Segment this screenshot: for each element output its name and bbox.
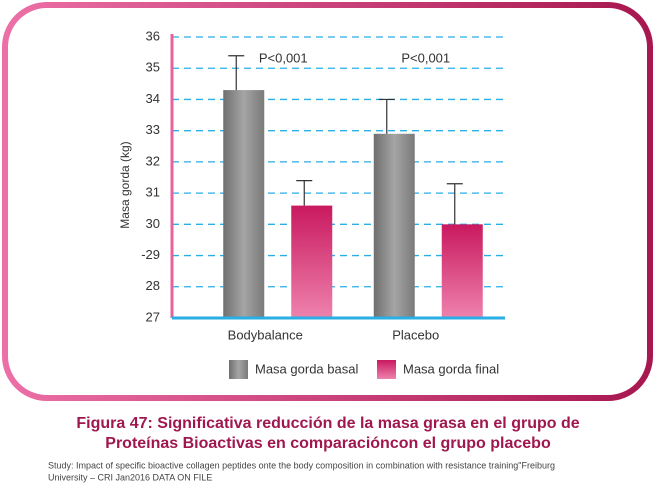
bar [291, 205, 333, 318]
annotation: P<0,001 [401, 50, 450, 65]
x-tick-label: Placebo [392, 327, 439, 342]
error-bar [296, 180, 313, 206]
y-axis-label: Masa gorda (kg) [118, 141, 132, 228]
y-tick-label: 33 [146, 122, 160, 137]
x-tick-label: Bodybalance [228, 327, 303, 342]
y-tick-label: 35 [146, 60, 160, 75]
bar [223, 90, 265, 318]
y-tick-label: 31 [146, 185, 160, 200]
error-bar [378, 98, 395, 134]
footnote: University – CRI Jan2016 DATA ON FILE [48, 472, 212, 482]
y-tick-label: -29 [141, 247, 160, 262]
legend-swatch [377, 360, 396, 379]
caption: Figura 47: Significativa reducción de la… [76, 415, 579, 432]
y-tick-label: 32 [146, 153, 160, 168]
caption: Proteínas Bioactivas en comparacióncon e… [105, 435, 551, 452]
bar [373, 133, 415, 318]
y-tick-label: 30 [146, 216, 160, 231]
y-tick-label: 28 [146, 278, 160, 293]
bar [441, 224, 483, 318]
error-bar [446, 183, 463, 225]
legend-swatch [229, 360, 248, 379]
annotation: P<0,001 [259, 50, 308, 65]
y-tick-label: 27 [146, 309, 160, 324]
plot: 27 28 -29 30 31 32 33 34 35 36 Bodybalance P<0,001 P… [141, 28, 505, 379]
legend-label: Masa gorda final [403, 361, 499, 376]
frame [2, 2, 653, 401]
y-tick-label: 36 [146, 28, 160, 43]
y-tick-label: 34 [146, 91, 160, 106]
footnote: Study: Impact of specific bioactive coll… [48, 460, 555, 470]
error-bar [228, 55, 245, 91]
legend-label: Masa gorda basal [255, 361, 358, 376]
